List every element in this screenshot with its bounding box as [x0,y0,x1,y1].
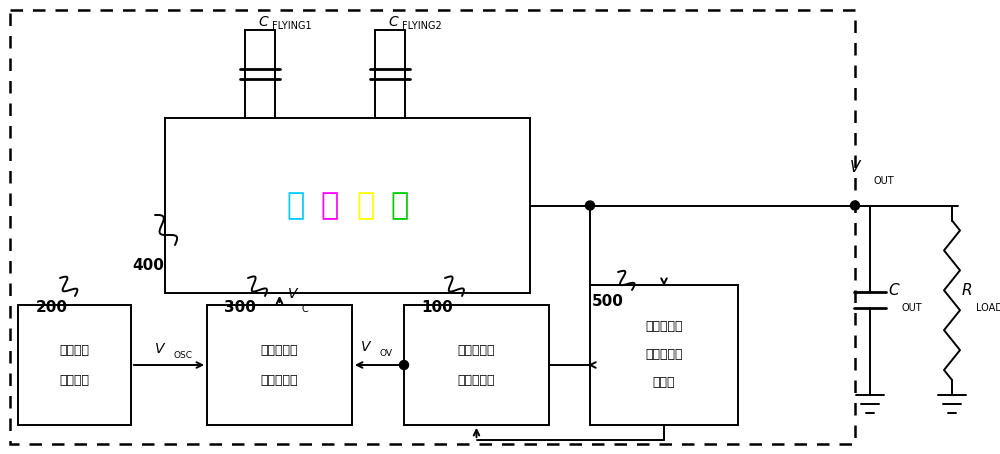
Text: FLYING1: FLYING1 [272,21,312,31]
Circle shape [400,360,409,370]
Bar [404,305,549,425]
Bar [207,305,352,425]
Text: 波检测和控: 波检测和控 [645,349,683,361]
Bar [165,118,530,293]
Text: 压: 压 [320,191,339,220]
Text: V: V [360,340,370,354]
Bar [10,10,855,444]
Text: 400: 400 [132,257,164,272]
Text: V: V [288,287,297,301]
Text: 工作时钟: 工作时钟 [60,344,90,356]
Text: 输出电压纹: 输出电压纹 [645,321,683,334]
Text: OV: OV [380,349,393,357]
Text: 号产生模块: 号产生模块 [261,374,298,386]
Text: C: C [388,15,398,29]
Text: R: R [962,283,973,298]
Text: V: V [154,342,164,356]
Text: C: C [258,15,268,29]
Text: OSC: OSC [173,350,192,360]
Text: 升压控制信: 升压控制信 [261,344,298,356]
Bar [590,285,738,425]
Text: 模: 模 [356,191,375,220]
Text: 升: 升 [286,191,305,220]
Text: 500: 500 [592,295,624,310]
Text: 块: 块 [390,191,409,220]
Text: 过压保护信: 过压保护信 [458,344,495,356]
Text: C: C [302,304,308,314]
Text: 产生模块: 产生模块 [60,374,90,386]
Text: LOAD: LOAD [976,303,1000,313]
Text: 200: 200 [36,301,68,316]
Text: 100: 100 [421,301,453,316]
Text: V: V [850,160,860,175]
Text: 300: 300 [224,301,256,316]
Text: 号产生模块: 号产生模块 [458,374,495,386]
Bar [18,305,131,425]
Text: 制模块: 制模块 [653,376,675,390]
Text: OUT: OUT [873,177,894,187]
Circle shape [586,201,594,210]
Text: C: C [888,283,899,298]
Text: FLYING2: FLYING2 [402,21,442,31]
Text: OUT: OUT [902,303,923,313]
Circle shape [850,201,860,210]
